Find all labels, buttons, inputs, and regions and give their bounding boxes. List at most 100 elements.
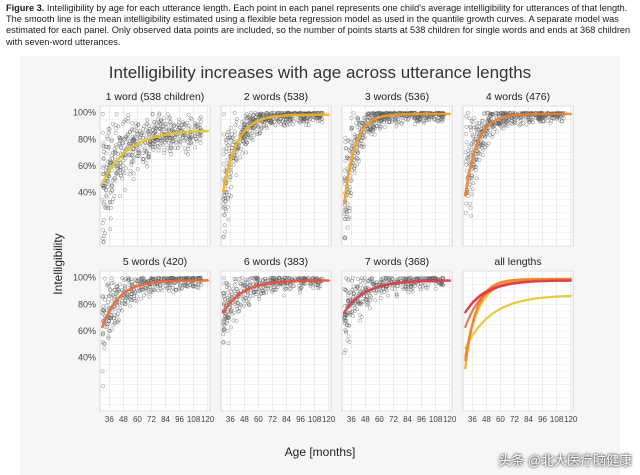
data-point	[399, 276, 404, 280]
data-point	[234, 117, 239, 121]
data-point	[350, 310, 355, 314]
x-tick-label: 48	[240, 415, 249, 424]
data-point	[241, 136, 246, 141]
data-point	[226, 341, 231, 346]
x-tick-label: 36	[105, 415, 114, 424]
data-point	[359, 315, 364, 319]
data-point	[348, 179, 353, 183]
data-point	[163, 140, 168, 145]
data-point	[259, 126, 263, 131]
data-point	[295, 117, 300, 122]
data-point	[221, 161, 226, 166]
data-point	[233, 291, 238, 296]
data-point	[180, 285, 185, 290]
data-point	[426, 282, 431, 287]
data-point	[385, 288, 390, 293]
data-point	[474, 176, 479, 181]
data-point	[393, 120, 398, 125]
data-point	[222, 212, 226, 217]
data-point	[256, 124, 260, 129]
data-point	[196, 122, 200, 127]
data-point	[372, 132, 377, 137]
data-point	[474, 127, 479, 132]
data-point	[221, 197, 226, 202]
data-point	[415, 119, 420, 123]
data-point	[141, 287, 146, 292]
data-point	[378, 126, 382, 131]
data-point	[290, 117, 295, 122]
data-point	[343, 288, 348, 293]
data-point	[116, 124, 121, 129]
data-point	[164, 126, 169, 131]
data-point	[545, 118, 550, 123]
data-point	[108, 227, 113, 232]
data-point	[247, 135, 252, 140]
data-point	[311, 286, 316, 290]
data-point	[107, 318, 112, 323]
data-point	[131, 291, 136, 296]
data-point	[223, 230, 228, 234]
data-point	[361, 144, 366, 149]
data-point	[229, 194, 234, 199]
data-point	[132, 281, 137, 286]
data-point	[222, 234, 226, 239]
data-point	[128, 152, 133, 157]
data-point	[105, 322, 110, 327]
data-point	[385, 120, 389, 125]
data-point	[371, 124, 376, 129]
data-point	[348, 193, 353, 198]
data-point	[371, 280, 376, 285]
data-point	[114, 112, 119, 117]
data-point	[287, 122, 292, 127]
data-point	[249, 117, 254, 122]
data-point	[183, 283, 188, 288]
data-point	[386, 293, 390, 298]
data-point	[117, 141, 122, 146]
data-point	[105, 134, 110, 139]
data-point	[379, 119, 384, 124]
caption-label: Figure 3.	[6, 3, 45, 13]
data-point	[344, 208, 349, 213]
data-point	[472, 162, 476, 167]
data-point	[223, 207, 228, 211]
data-point	[299, 286, 304, 291]
data-point	[380, 280, 385, 284]
data-point	[237, 309, 242, 314]
data-point	[279, 122, 283, 126]
data-point	[357, 122, 362, 127]
data-point	[349, 177, 354, 182]
data-point	[251, 282, 255, 287]
data-point	[464, 124, 469, 129]
data-point	[165, 112, 170, 117]
data-point	[431, 275, 436, 280]
data-point	[195, 285, 200, 290]
data-point	[464, 140, 469, 145]
data-point	[363, 285, 368, 290]
data-point	[234, 157, 238, 162]
x-tick-label: 108	[550, 415, 564, 424]
data-point	[190, 283, 195, 288]
data-point	[112, 287, 117, 292]
data-point	[101, 141, 106, 145]
data-point	[123, 156, 128, 161]
data-point	[477, 121, 482, 126]
data-point	[357, 120, 362, 125]
y-tick-label: 60%	[78, 326, 96, 336]
data-point	[120, 141, 125, 145]
data-point	[465, 157, 470, 161]
data-point	[497, 120, 502, 125]
data-point	[101, 165, 105, 170]
data-point	[352, 166, 357, 171]
data-point	[103, 297, 107, 302]
data-point	[343, 348, 348, 353]
data-point	[355, 149, 359, 154]
data-point	[374, 112, 379, 117]
data-point	[364, 112, 369, 117]
data-point	[137, 149, 142, 154]
data-point	[131, 147, 136, 152]
data-point	[241, 283, 246, 288]
data-point	[129, 281, 134, 286]
data-point	[245, 277, 250, 282]
data-point	[485, 110, 490, 115]
data-point	[354, 156, 359, 161]
